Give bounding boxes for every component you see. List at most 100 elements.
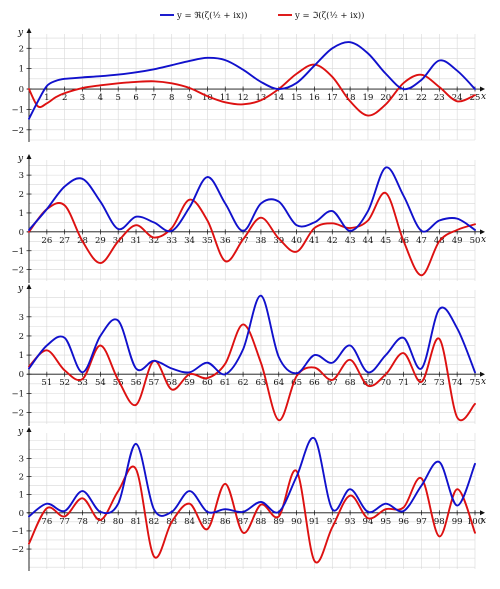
x-tick-label: 12 [238,93,249,103]
y-axis-arrow [26,427,32,432]
y-axis-label: y [17,284,24,294]
x-axis-label: x [481,516,486,526]
x-tick-label: 69 [363,378,374,388]
x-axis-arrow [480,371,485,377]
x-tick-label: 95 [380,517,391,527]
x-tick-label: 45 [380,236,391,246]
x-tick-label: 99 [452,517,463,527]
y-tick-label: 3 [19,454,24,464]
x-tick-label: 74 [452,378,463,388]
legend-label-real: y = ℜ(ζ(½ + ix)) [176,10,247,21]
x-tick-label: 68 [345,378,356,388]
x-tick-label: 14 [273,93,284,103]
series-real-line [28,294,476,376]
x-tick-label: 2 [62,93,67,103]
x-tick-label: 6 [133,93,138,103]
series-imag-line [28,323,476,422]
x-tick-label: 29 [95,236,106,246]
series-imag-line [28,63,476,117]
y-tick-label: 2 [19,44,24,54]
x-tick-label: 97 [416,517,427,527]
x-tick-label: 60 [202,378,213,388]
y-axis-label: y [17,154,24,164]
y-tick-label: −2 [11,266,24,276]
y-tick-label: 3 [19,313,24,323]
y-tick-label: 1 [19,491,24,501]
y-tick-label: −1 [11,105,24,115]
y-tick-label: 2 [19,473,24,483]
x-tick-label: 38 [256,236,267,246]
x-tick-label: 77 [59,517,70,527]
legend: y = ℜ(ζ(½ + ix)) y = ℑ(ζ(½ + ix)) [160,10,364,21]
x-tick-label: 47 [416,236,427,246]
x-tick-label: 19 [363,93,374,103]
x-tick-label: 44 [363,236,374,246]
x-tick-label: 40 [291,236,302,246]
x-tick-label: 57 [148,378,159,388]
x-tick-label: 73 [434,378,445,388]
x-tick-label: 87 [238,517,249,527]
x-tick-label: 20 [380,93,391,103]
series-real-line [28,437,476,518]
y-axis-label: y [17,427,24,437]
x-tick-label: 53 [77,378,88,388]
x-tick-label: 84 [184,517,195,527]
x-tick-label: 94 [363,517,374,527]
y-axis-arrow [26,28,32,33]
x-tick-label: 76 [41,517,52,527]
x-tick-label: 98 [434,517,445,527]
x-tick-label: 52 [59,378,70,388]
x-tick-label: 25 [470,93,481,103]
x-tick-label: 88 [256,517,267,527]
x-tick-label: 21 [398,93,409,103]
x-tick-label: 80 [113,517,124,527]
series-imag-line [28,465,476,564]
y-tick-label: 0 [19,509,24,519]
x-tick-label: 33 [166,236,177,246]
x-tick-label: 63 [256,378,267,388]
x-tick-label: 36 [220,236,231,246]
x-tick-label: 16 [309,93,320,103]
x-tick-label: 58 [166,378,177,388]
x-tick-label: 41 [309,236,320,246]
x-tick-label: 100 [467,517,483,527]
y-tick-label: 2 [19,332,24,342]
series-imag-line [28,192,476,277]
y-tick-label: −1 [11,389,24,399]
x-tick-label: 24 [452,93,463,103]
x-tick-label: 65 [291,378,302,388]
panel-4-grid [28,433,476,569]
x-tick-label: 70 [380,378,391,388]
x-tick-label: 71 [398,378,409,388]
panel-2-grid [28,160,476,281]
x-tick-label: 81 [131,517,142,527]
x-tick-label: 18 [345,93,356,103]
y-tick-label: −1 [11,527,24,537]
x-tick-label: 64 [273,378,284,388]
x-tick-label: 75 [470,378,481,388]
x-tick-label: 13 [256,93,267,103]
x-tick-label: 91 [309,517,320,527]
x-tick-label: 27 [59,236,70,246]
x-tick-label: 56 [131,378,142,388]
x-tick-label: 62 [238,378,249,388]
x-tick-label: 93 [345,517,356,527]
x-tick-label: 15 [291,93,302,103]
y-tick-label: −1 [11,247,24,257]
x-tick-label: 42 [327,236,338,246]
x-tick-label: 11 [220,93,231,103]
x-tick-label: 96 [398,517,409,527]
series-real-line [28,41,476,120]
x-tick-label: 7 [151,93,156,103]
y-tick-label: −2 [11,545,24,555]
panel-1-grid [28,34,476,141]
x-tick-label: 3 [80,93,85,103]
x-tick-label: 50 [470,236,481,246]
x-tick-label: 43 [345,236,356,246]
panel-3: x y −2 −1 0 1 2 3 51 52 53 54 55 56 57 58 59 60 61 62 63 64 65… [11,284,486,426]
x-tick-label: 26 [41,236,52,246]
